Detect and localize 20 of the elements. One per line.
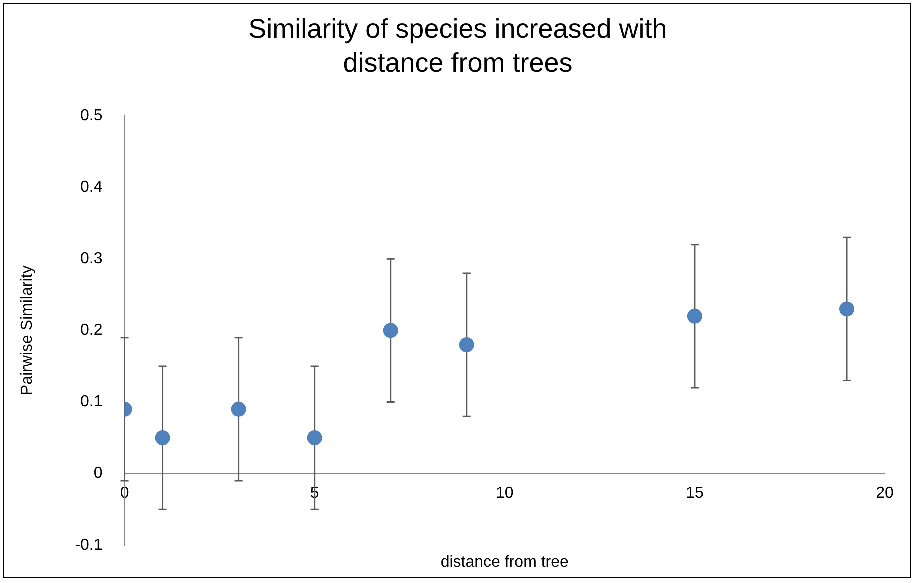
chart-title: Similarity of species increased with distance from trees (248, 13, 668, 80)
x-tick-label: 20 (876, 484, 894, 502)
point (839, 302, 854, 317)
x-axis-title: distance from tree (440, 554, 570, 572)
y-tick-label: 0.1 (80, 394, 103, 411)
y-tick-label: 0.3 (80, 250, 103, 268)
x-tick-label: 10 (496, 484, 514, 502)
y-tick-label: 0 (94, 465, 103, 482)
y-axis-title: Pairwise Similarity (19, 266, 36, 396)
x-tick-label: 15 (686, 484, 704, 502)
point (231, 402, 246, 417)
point (383, 323, 398, 338)
point (155, 430, 170, 446)
point (307, 430, 322, 446)
y-tick-label: 0.4 (80, 178, 103, 196)
point (459, 338, 474, 353)
point (687, 308, 702, 324)
y-tick-label: -0.1 (75, 536, 103, 554)
y-tick-label: 0.5 (80, 107, 103, 124)
y-tick-label: 0.2 (80, 322, 103, 340)
